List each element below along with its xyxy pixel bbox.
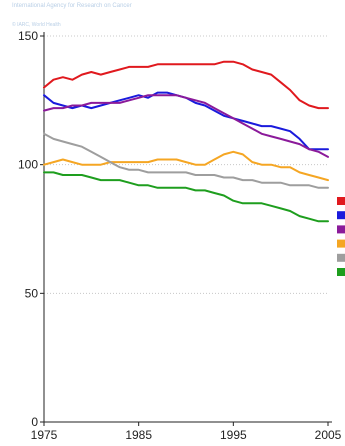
series-line-6 bbox=[43, 171, 329, 223]
legend-swatch-1 bbox=[337, 197, 345, 205]
legend-swatch-3 bbox=[337, 225, 345, 234]
grid-lines bbox=[44, 35, 328, 294]
y-tick-label-50: 50 bbox=[25, 286, 39, 300]
y-tick-label-150: 150 bbox=[18, 29, 38, 43]
axes bbox=[40, 32, 332, 426]
x-tick-label-1985: 1985 bbox=[125, 428, 152, 442]
y-tick-label-0: 0 bbox=[31, 415, 38, 429]
x-tick-label-1975: 1975 bbox=[31, 428, 58, 442]
series-line-5 bbox=[43, 132, 329, 189]
x-tick-label-2005: 2005 bbox=[315, 428, 342, 442]
series-line-3 bbox=[43, 94, 329, 158]
legend bbox=[337, 197, 345, 276]
x-tick-label-1995: 1995 bbox=[220, 428, 247, 442]
copyright-header: © IARC, World Health bbox=[12, 22, 61, 28]
agency-header: International Agency for Research on Can… bbox=[12, 3, 132, 9]
legend-swatch-6 bbox=[337, 268, 345, 276]
tick-labels: 0 50 100 150 1975 1985 1995 2005 bbox=[18, 29, 342, 442]
legend-swatch-2 bbox=[337, 211, 345, 220]
series-line-4 bbox=[43, 150, 329, 182]
y-tick-label-100: 100 bbox=[18, 158, 38, 172]
legend-swatch-4 bbox=[337, 239, 345, 248]
series-line-1 bbox=[43, 60, 329, 110]
legend-swatch-5 bbox=[337, 253, 345, 262]
series-lines bbox=[43, 60, 329, 223]
